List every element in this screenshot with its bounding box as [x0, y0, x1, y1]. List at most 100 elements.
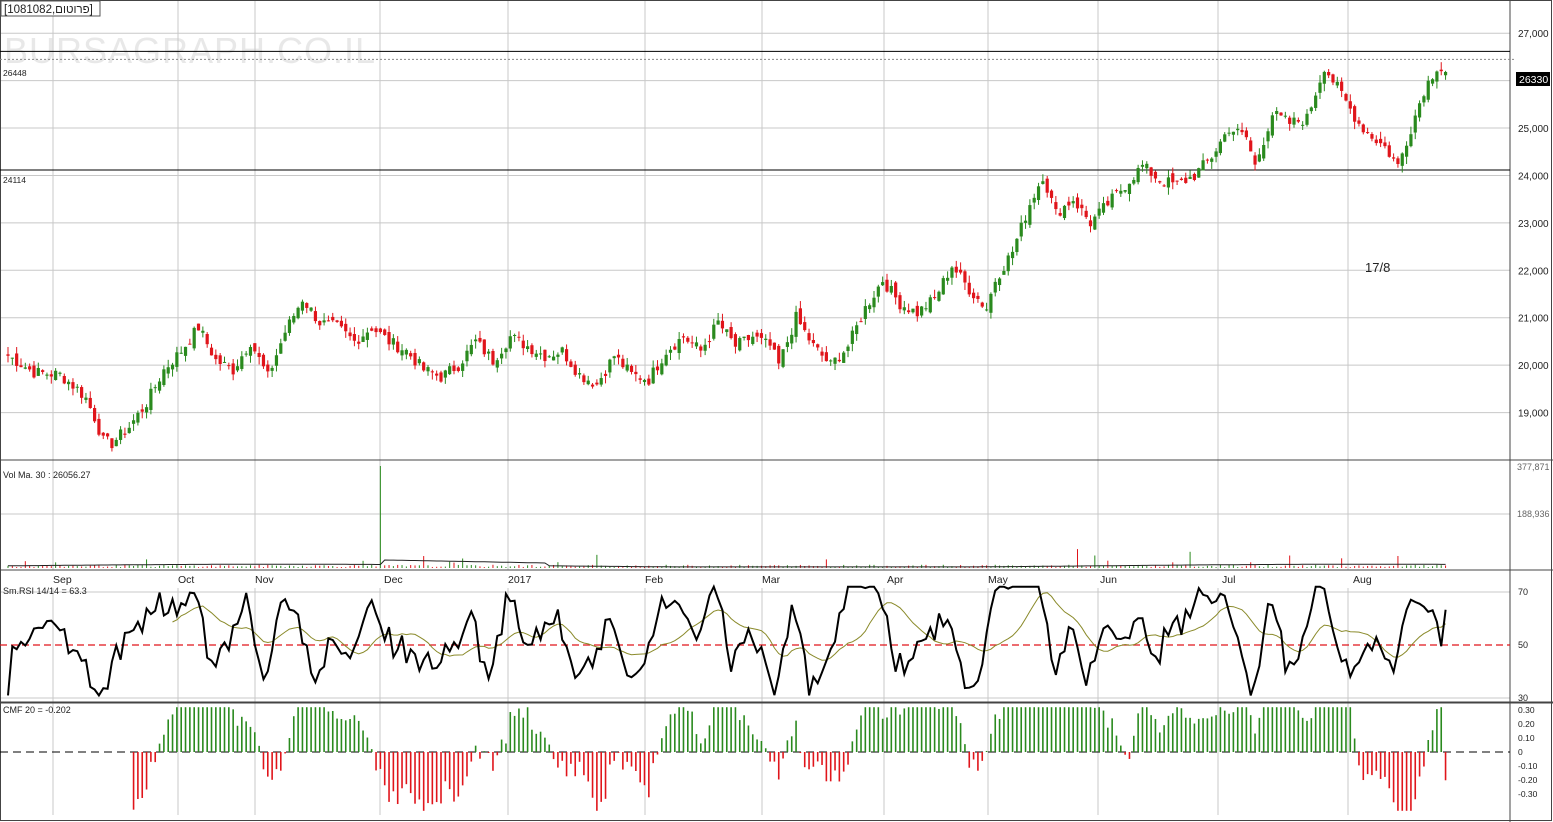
- candle-body-152: [664, 354, 668, 366]
- candle-body-322: [1400, 153, 1404, 166]
- candle-body-282: [1227, 132, 1231, 134]
- candle-body-261: [1136, 167, 1140, 183]
- candle-body-135: [590, 384, 595, 387]
- candle-body-44: [196, 323, 201, 331]
- candle-body-48: [214, 354, 218, 360]
- candle-body-222: [967, 282, 971, 295]
- candle-body-68: [300, 301, 305, 311]
- price-tick-2: 25,000: [1518, 124, 1549, 135]
- candle-body-317: [1379, 138, 1383, 144]
- candle-body-7: [36, 367, 40, 376]
- candle-body-181: [790, 334, 794, 344]
- candle-body-201: [876, 286, 880, 297]
- candle-body-129: [564, 349, 569, 362]
- candle-body-100: [439, 372, 443, 382]
- candle-body-219: [954, 266, 958, 273]
- candle-body-98: [430, 371, 434, 373]
- candle-body-142: [621, 358, 625, 368]
- chart-title: [1081082,פרוטום]: [4, 4, 93, 16]
- candle-body-212: [924, 308, 928, 310]
- candle-body-21: [97, 418, 101, 435]
- candle-body-49: [218, 355, 222, 364]
- candle-body-141: [616, 354, 621, 358]
- candle-body-64: [283, 332, 287, 341]
- candle-body-57: [253, 343, 257, 352]
- candle-body-174: [759, 333, 764, 338]
- candle-body-265: [1153, 171, 1158, 179]
- candle-body-17: [80, 387, 84, 398]
- candle-body-328: [1426, 80, 1430, 100]
- candle-body-83: [365, 332, 369, 340]
- candle-body-288: [1253, 155, 1257, 165]
- candle-body-104: [456, 367, 460, 372]
- candle-body-97: [426, 367, 430, 372]
- candle-body-50: [222, 361, 227, 363]
- candle-body-332: [1443, 71, 1448, 76]
- candle-body-121: [530, 345, 534, 355]
- candle-body-168: [733, 334, 738, 347]
- candle-body-93: [409, 353, 413, 357]
- x-label-4: 2017: [508, 574, 532, 586]
- candle-body-226: [984, 309, 989, 311]
- candle-body-278: [1210, 158, 1214, 162]
- candle-body-248: [1080, 204, 1084, 209]
- x-label-1: Oct: [178, 574, 194, 586]
- candle-body-257: [1119, 190, 1123, 194]
- candle-body-269: [1171, 173, 1175, 183]
- candle-body-188: [820, 351, 824, 356]
- candle-body-280: [1218, 141, 1222, 154]
- last-price-tag: [1516, 72, 1550, 86]
- candle-body-151: [660, 363, 664, 375]
- candle-body-266: [1158, 181, 1162, 183]
- candle-body-238: [1036, 186, 1041, 201]
- candle-body-296: [1288, 117, 1292, 124]
- volume-bars: [7, 466, 1447, 568]
- candle-body-245: [1067, 201, 1071, 206]
- candle-body-198: [863, 306, 867, 319]
- candle-body-40: [179, 352, 183, 354]
- candle-body-307: [1335, 81, 1339, 86]
- candle-body-140: [612, 356, 616, 359]
- candle-body-247: [1075, 197, 1080, 209]
- candle-body-99: [435, 373, 439, 376]
- candle-body-154: [673, 346, 677, 350]
- candle-body-109: [478, 337, 482, 342]
- candle-body-6: [32, 365, 36, 378]
- last-price-value: 26330: [1519, 74, 1548, 86]
- candle-body-148: [647, 378, 651, 385]
- candle-body-185: [807, 333, 811, 341]
- rsi-indicator: [0, 584, 1510, 698]
- candle-body-81: [357, 341, 361, 344]
- date-annotation: 17/8: [1365, 260, 1390, 275]
- candle-body-323: [1404, 145, 1409, 157]
- candle-body-297: [1292, 117, 1296, 125]
- candle-body-53: [235, 366, 240, 371]
- candle-body-273: [1188, 176, 1192, 179]
- x-label-11: Aug: [1353, 574, 1372, 586]
- candle-body-95: [417, 359, 421, 364]
- candle-body-134: [586, 380, 590, 385]
- candle-body-292: [1270, 115, 1274, 136]
- grid-lines: [0, 0, 1510, 815]
- candle-body-308: [1340, 81, 1344, 91]
- cmf-label: CMF 20 = -0.202: [3, 705, 71, 715]
- candle-body-12: [58, 372, 62, 374]
- candle-body-67: [296, 307, 300, 319]
- candle-body-326: [1417, 103, 1422, 118]
- candle-body-69: [305, 303, 309, 308]
- candle-body-158: [690, 342, 694, 344]
- x-label-5: Feb: [645, 574, 663, 586]
- cmf-tick-5: -0.20: [1518, 775, 1538, 785]
- candle-body-236: [1028, 205, 1032, 225]
- candle-body-271: [1179, 178, 1184, 181]
- candle-body-114: [500, 353, 504, 359]
- candle-body-176: [768, 339, 772, 346]
- candle-body-122: [534, 353, 538, 357]
- candle-body-72: [318, 320, 322, 326]
- candle-body-193: [842, 352, 846, 363]
- candle-body-279: [1214, 151, 1218, 157]
- candle-body-262: [1140, 164, 1145, 167]
- candle-body-106: [465, 350, 469, 362]
- candle-body-303: [1318, 82, 1322, 93]
